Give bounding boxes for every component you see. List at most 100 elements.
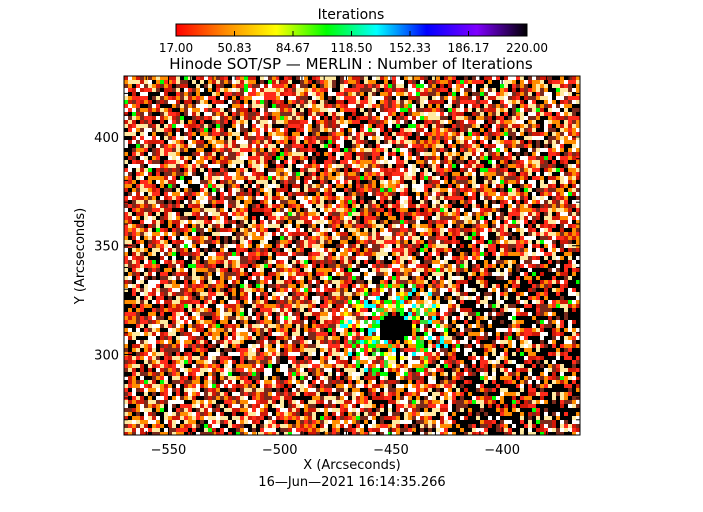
heatmap-cell <box>536 220 540 224</box>
heatmap-cell <box>508 136 512 140</box>
heatmap-cell <box>260 96 264 100</box>
heatmap-cell <box>568 204 572 208</box>
heatmap-cell <box>140 120 144 124</box>
heatmap-cell <box>384 132 388 136</box>
heatmap-cell <box>144 184 148 188</box>
heatmap-cell <box>216 164 220 168</box>
heatmap-cell <box>384 156 388 160</box>
heatmap-cell <box>344 184 348 188</box>
heatmap-cell <box>224 196 228 200</box>
heatmap-cell <box>264 164 268 168</box>
heatmap-cell <box>256 244 260 248</box>
heatmap-cell <box>380 204 384 208</box>
heatmap-cell <box>416 136 420 140</box>
heatmap-cell <box>432 156 436 160</box>
heatmap-cell <box>472 88 476 92</box>
heatmap-cell <box>144 84 148 88</box>
heatmap-cell <box>576 240 580 244</box>
heatmap-cell <box>160 240 164 244</box>
heatmap-cell <box>276 108 280 112</box>
heatmap-cell <box>576 232 580 236</box>
heatmap-cell <box>264 180 268 184</box>
heatmap-cell <box>164 120 168 124</box>
heatmap-cell <box>452 120 456 124</box>
heatmap-cell <box>280 232 284 236</box>
heatmap-cell <box>208 164 212 168</box>
heatmap-cell <box>412 232 416 236</box>
heatmap-cell <box>128 184 132 188</box>
heatmap-cell <box>396 228 400 232</box>
heatmap-cell <box>172 240 176 244</box>
heatmap-cell <box>344 188 348 192</box>
heatmap-cell <box>484 224 488 228</box>
heatmap-cell <box>272 156 276 160</box>
heatmap-cell <box>160 228 164 232</box>
heatmap-cell <box>568 124 572 128</box>
heatmap-cell <box>356 192 360 196</box>
heatmap-cell <box>508 208 512 212</box>
heatmap-cell <box>448 100 452 104</box>
heatmap-cell <box>568 84 572 88</box>
heatmap-cell <box>368 212 372 216</box>
heatmap-cell <box>544 124 548 128</box>
heatmap-cell <box>572 208 576 212</box>
heatmap-cell <box>504 180 508 184</box>
heatmap-cell <box>488 124 492 128</box>
heatmap-cell <box>204 112 208 116</box>
heatmap-cell <box>460 92 464 96</box>
heatmap-cell <box>460 84 464 88</box>
heatmap-cell <box>464 220 468 224</box>
heatmap-cell <box>480 176 484 180</box>
heatmap-cell <box>360 176 364 180</box>
heatmap-cell <box>392 208 396 212</box>
heatmap-cell <box>128 176 132 180</box>
heatmap-cell <box>208 208 212 212</box>
heatmap-cell <box>124 240 128 244</box>
heatmap-cell <box>268 212 272 216</box>
heatmap-cell <box>132 220 136 224</box>
heatmap-cell <box>436 84 440 88</box>
heatmap-cell <box>224 204 228 208</box>
heatmap-cell <box>232 128 236 132</box>
heatmap-cell <box>184 228 188 232</box>
heatmap-cell <box>576 96 580 100</box>
heatmap-cell <box>556 116 560 120</box>
heatmap-cell <box>444 224 448 228</box>
heatmap-cell <box>272 200 276 204</box>
heatmap-cell <box>408 228 412 232</box>
heatmap-cell <box>508 196 512 200</box>
heatmap-cell <box>144 248 148 252</box>
heatmap-cell <box>404 128 408 132</box>
heatmap-cell <box>200 220 204 224</box>
heatmap-cell <box>328 108 332 112</box>
heatmap-cell <box>504 232 508 236</box>
heatmap-cell <box>540 212 544 216</box>
heatmap-cell <box>188 100 192 104</box>
heatmap-cell <box>144 216 148 220</box>
heatmap-cell <box>320 240 324 244</box>
heatmap-cell <box>140 244 144 248</box>
heatmap-cell <box>528 192 532 196</box>
heatmap-cell <box>340 76 344 80</box>
heatmap-cell <box>328 188 332 192</box>
heatmap-cell <box>468 196 472 200</box>
heatmap-cell <box>200 156 204 160</box>
heatmap-cell <box>140 216 144 220</box>
heatmap-cell <box>516 116 520 120</box>
heatmap-cell <box>376 148 380 152</box>
heatmap-cell <box>520 132 524 136</box>
heatmap-cell <box>576 100 580 104</box>
heatmap-cell <box>536 184 540 188</box>
heatmap-cell <box>264 184 268 188</box>
heatmap-cell <box>244 84 248 88</box>
heatmap-cell <box>168 176 172 180</box>
heatmap-cell <box>496 108 500 112</box>
heatmap-cell <box>200 188 204 192</box>
heatmap-cell <box>388 124 392 128</box>
heatmap-cell <box>168 76 172 80</box>
heatmap-cell <box>440 224 444 228</box>
heatmap-cell <box>448 220 452 224</box>
heatmap-cell <box>496 224 500 228</box>
heatmap-cell <box>392 172 396 176</box>
heatmap-cell <box>132 80 136 84</box>
